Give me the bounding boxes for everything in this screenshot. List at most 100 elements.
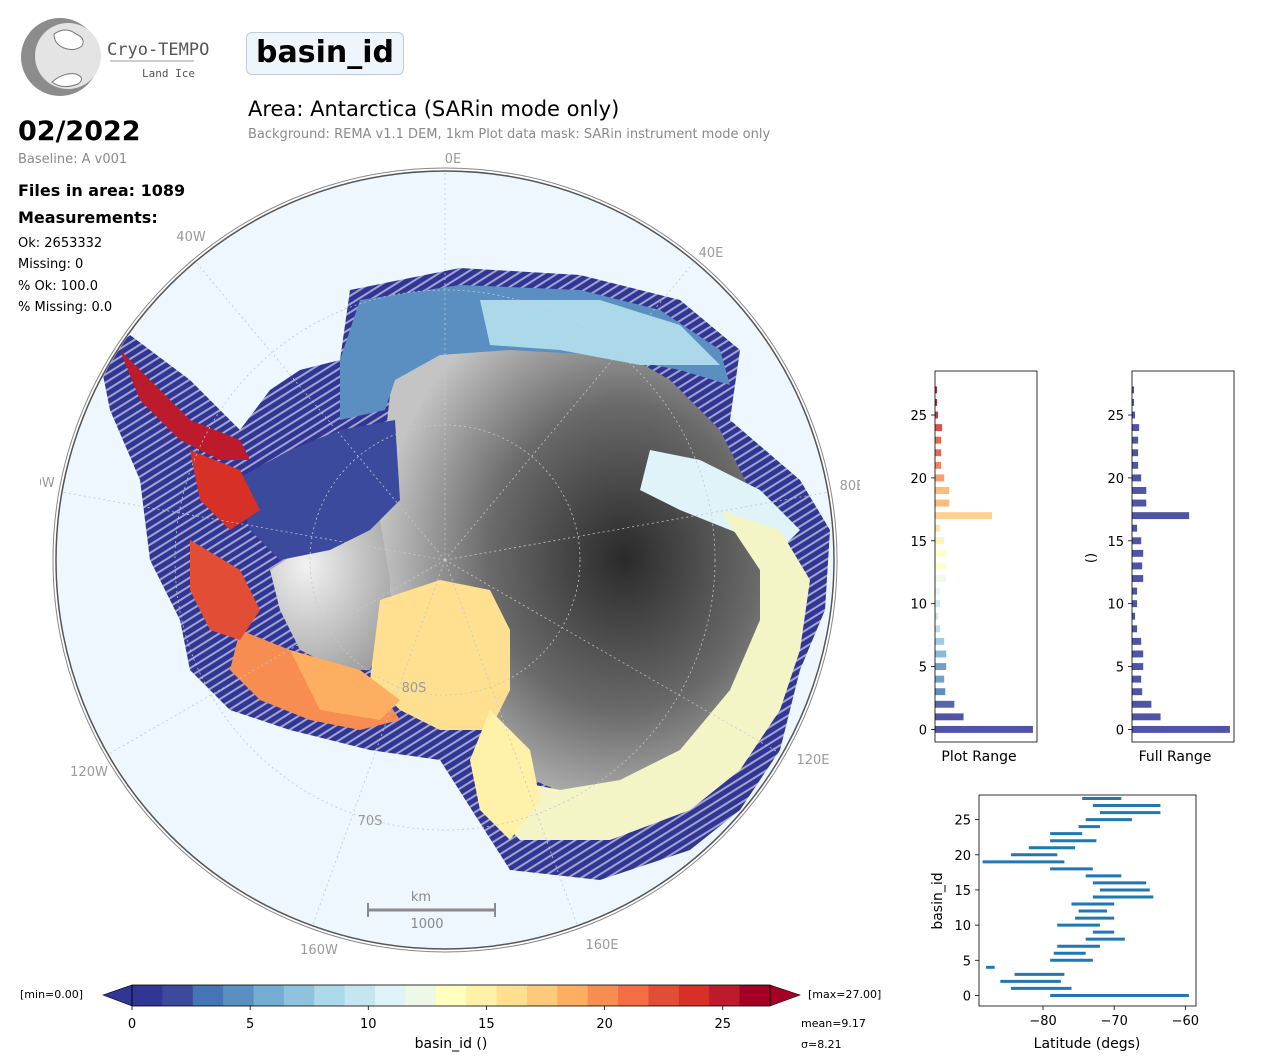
histogram-bar [935,474,945,482]
colorbar-segment [192,985,224,1006]
percent-missing: % Missing: 0.0 [18,300,113,315]
percent-ok: % Ok: 100.0 [18,279,98,294]
histogram-bar [1132,386,1135,394]
area-title: Area: Antarctica (SARin mode only) [248,97,620,121]
hist-plot-range: 0 5 10 15 20 25 Plot Range [910,370,1038,765]
histogram-bar [1132,499,1147,507]
colorbar-min-extend [102,984,133,1007]
measurements-heading: Measurements: [18,208,158,227]
basin-east-yellow [490,510,810,840]
histogram-bar [1132,612,1136,620]
colorbar-segment [314,985,346,1006]
latitude-ytick-label: 20 [954,849,971,864]
histogram-bar [1132,449,1139,457]
histogram-tick-label: 5 [1116,661,1124,676]
histogram-bar [935,650,947,658]
colorbar-segment [375,985,406,1006]
histogram-tick-label: 0 [1116,723,1124,738]
colorbar-tick-label: 10 [360,1017,377,1032]
lon-label-160e: 160E [585,938,618,953]
histogram-bar [1132,524,1138,532]
histogram-bar [935,663,947,671]
latitude-xtick-label: −80 [1029,1014,1056,1029]
colorbar-max-label: [max=27.00] [808,988,881,1001]
histogram-bar [1132,398,1135,406]
histogram-bar [1132,675,1142,683]
hist-plot-range-xlabel: Plot Range [941,749,1016,765]
histogram-bar [1132,663,1144,671]
colorbar-segment [739,985,771,1006]
colorbar-tick-label: 25 [714,1017,731,1032]
basin-peninsula-red [190,540,260,640]
histogram-bar [935,386,938,394]
basin-queen-maud-light [480,300,720,365]
histogram-tick-label: 10 [910,598,927,613]
histogram-bar [935,625,941,633]
basin-ronne-blue [235,420,400,560]
colorbar-sigma: σ=8.21 [801,1038,842,1051]
colorbar-segment [435,985,467,1006]
colorbar-label: basin_id () [415,1036,488,1052]
histogram-bar [1132,713,1161,721]
basin-peninsula-tip [190,450,260,530]
histogram-bar [935,549,947,557]
histogram-bar [935,398,938,406]
histogram-bar [935,537,945,545]
latitude-plot-ylabel: basin_id [930,872,946,929]
latitude-ytick-label: 10 [954,919,971,934]
histogram-bar [935,612,939,620]
histogram-bar [1132,587,1138,595]
histogram-bar [935,575,947,582]
histogram-bar [1132,700,1152,708]
histogram-bar [935,411,939,419]
colorbar-segment [162,985,194,1006]
histogram-bar [1132,625,1138,633]
lat-label-70s: 70S [358,814,383,829]
lon-label-160w: 160W [300,943,338,958]
basin-victoria-yellow [470,710,540,840]
histogram-bar [935,449,942,457]
histogram-tick-label: 0 [919,723,927,738]
histogram-bar [935,675,945,683]
missing-count: Missing: 0 [18,257,84,272]
histogram-tick-label: 25 [1107,409,1124,424]
latitude-xtick-label: −70 [1100,1014,1127,1029]
latitude-range-plot: −80 −70 −60 0 5 10 15 20 25 Latitude (degs) basi… [930,794,1199,1052]
latitude-xtick-label: −60 [1172,1014,1199,1029]
colorbar-tick-label: 0 [128,1017,136,1032]
lon-label-120e: 120E [796,753,829,768]
latitude-ytick-label: 25 [954,814,971,829]
histogram-bar [1132,424,1140,432]
colorbar-segment [678,985,710,1006]
hist-full-range-ylabel: () [1084,553,1099,563]
latitude-ytick-label: 15 [954,884,971,899]
histogram-bar [935,499,950,507]
dem-west-antarctica [270,520,390,670]
colorbar-segment [132,985,163,1006]
hist-full-range-xlabel: Full Range [1139,749,1212,765]
histogram-bar [935,524,941,532]
colorbar-segment [466,985,498,1006]
histogram-bar [935,562,946,570]
baseline-text: Baseline: A v001 [18,152,128,167]
antarctica-map: 0E 40E 80E 120E 160E 160W 120W 80W 40W 8… [40,152,860,958]
histogram-tick-label: 20 [1107,472,1124,487]
colorbar-segment [557,985,589,1006]
histogram-bar [1132,436,1139,444]
histogram-bar [1132,512,1190,520]
date-heading: 02/2022 [18,116,141,147]
histogram-bar [1132,637,1142,645]
colorbar-segment [253,985,285,1006]
latitude-ytick-label: 5 [963,954,971,969]
ok-count: Ok: 2653332 [18,236,103,251]
histogram-bar [1132,411,1136,419]
lon-label-40w: 40W [176,230,206,245]
histogram-bar [935,637,945,645]
basin-ross-yellow [370,580,510,730]
logo-subtitle: Land Ice [142,67,195,80]
histogram-tick-label: 15 [1107,535,1124,550]
map-outer-ring [52,167,838,953]
histogram-bar [935,587,941,595]
histogram-bar [1132,575,1144,582]
scale-unit: km [411,890,431,905]
